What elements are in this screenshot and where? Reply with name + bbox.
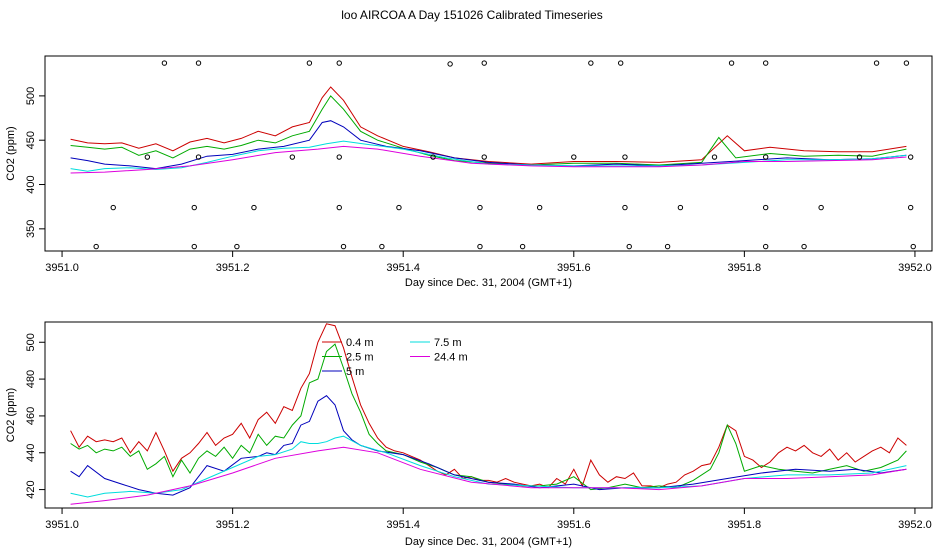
legend-label: 0.4 m <box>346 337 374 349</box>
marker-point <box>430 154 436 160</box>
marker-point <box>818 204 824 211</box>
plot-frame <box>44 55 933 252</box>
legend-label: 7.5 m <box>434 337 462 349</box>
legend-label: 2.5 m <box>346 352 374 364</box>
marker-point <box>762 154 769 160</box>
legend-label: 5 m <box>346 366 364 378</box>
marker-point <box>873 60 880 66</box>
marker-point <box>396 204 402 211</box>
marker-point <box>762 60 769 66</box>
marker-point <box>477 204 483 211</box>
x-tick-label: 3951.4 <box>386 519 420 531</box>
marker-point <box>110 204 116 211</box>
x-tick-label: 3951.6 <box>557 262 591 274</box>
y-tick-label: 400 <box>25 175 37 193</box>
series-line-3 <box>70 435 907 498</box>
series-line-2 <box>70 120 907 170</box>
series-line-2 <box>70 395 907 496</box>
marker-point <box>144 154 151 160</box>
series-line-1 <box>70 95 907 166</box>
marker-point <box>336 204 342 211</box>
marker-point <box>336 154 342 160</box>
series-line-0 <box>70 86 907 165</box>
marker-point <box>536 204 543 211</box>
x-tick-label: 3951.0 <box>45 519 79 531</box>
x-tick-label: 3951.6 <box>557 519 591 531</box>
x-tick-label: 3951.2 <box>216 262 250 274</box>
marker-point <box>191 204 197 211</box>
marker-point <box>626 243 632 250</box>
y-tick-label: 480 <box>25 370 37 388</box>
marker-point <box>711 154 718 160</box>
marker-point <box>910 243 916 250</box>
y-tick-label: 500 <box>25 333 37 351</box>
marker-point <box>306 60 313 66</box>
x-tick-label: 3951.8 <box>728 262 762 274</box>
marker-point <box>588 60 594 66</box>
plot-frame <box>44 321 933 509</box>
y-axis-label: CO2 (ppm) <box>5 388 17 442</box>
y-tick-label: 440 <box>25 444 37 462</box>
marker-point <box>195 60 202 66</box>
marker-point <box>801 243 807 250</box>
marker-point <box>340 243 347 250</box>
chart-title: loo AIRCOA A Day 151026 Calibrated Times… <box>341 8 602 22</box>
series-line-1 <box>70 343 907 491</box>
y-tick-label: 460 <box>25 407 37 425</box>
y-tick-label: 420 <box>25 480 37 498</box>
x-tick-label: 3952.0 <box>898 262 932 274</box>
marker-point <box>289 154 296 160</box>
marker-point <box>664 243 671 250</box>
y-tick-label: 350 <box>25 220 37 238</box>
marker-point <box>93 243 99 250</box>
marker-point <box>903 60 910 66</box>
x-tick-label: 3951.8 <box>728 519 762 531</box>
marker-point <box>481 60 487 66</box>
x-tick-label: 3951.2 <box>216 519 250 531</box>
x-axis-label: Day since Dec. 31, 2004 (GMT+1) <box>405 277 572 289</box>
marker-point <box>336 60 342 66</box>
marker-point <box>191 243 197 250</box>
marker-point <box>728 60 735 66</box>
marker-point <box>762 243 769 250</box>
marker-point <box>677 204 684 211</box>
series-line-4 <box>70 446 907 505</box>
series-line-4 <box>70 145 907 174</box>
marker-point <box>617 60 624 66</box>
y-tick-label: 500 <box>25 87 37 105</box>
marker-point <box>856 154 863 160</box>
x-axis-label: Day since Dec. 31, 2004 (GMT+1) <box>405 536 572 548</box>
marker-point <box>477 243 483 250</box>
panel-top: 3951.0 3951.2 3951.4 3951.6 3951.8 3952.0 350 4… <box>5 55 933 289</box>
marker-point <box>519 243 526 250</box>
marker-point <box>234 243 240 250</box>
marker-point <box>622 154 628 160</box>
x-tick-label: 3951.4 <box>386 262 420 274</box>
panel-bottom: 3951.0 3951.2 3951.4 3951.6 3951.8 3952.0 420 4… <box>5 321 933 548</box>
marker-point <box>195 154 202 160</box>
marker-point <box>447 61 453 67</box>
series-line-3 <box>70 140 907 172</box>
marker-point <box>379 243 385 250</box>
marker-point <box>161 60 168 66</box>
marker-point <box>622 204 628 211</box>
marker-point <box>481 154 487 160</box>
marker-point <box>571 154 577 160</box>
x-tick-label: 3951.0 <box>45 262 79 274</box>
marker-point <box>251 204 257 211</box>
marker-point <box>907 154 914 160</box>
y-axis-label: CO2 (ppm) <box>5 126 17 180</box>
legend-label: 24.4 m <box>434 352 468 364</box>
x-tick-label: 3952.0 <box>898 519 932 531</box>
marker-point <box>907 204 914 211</box>
y-tick-label: 450 <box>25 131 37 149</box>
marker-point <box>762 204 769 211</box>
series-line-0 <box>70 323 907 489</box>
